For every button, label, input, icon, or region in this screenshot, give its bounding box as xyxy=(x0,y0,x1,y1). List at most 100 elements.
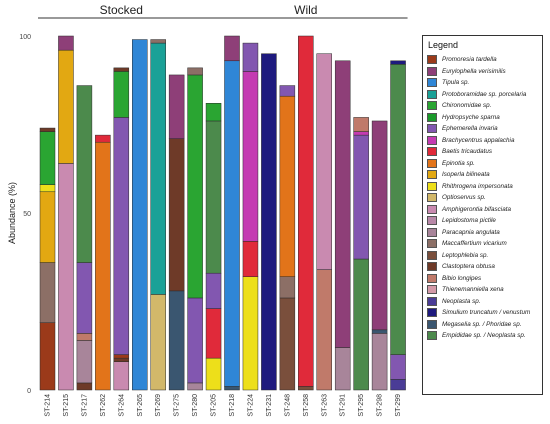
legend-label: Eurylophella verisimilis xyxy=(442,67,506,75)
bar-segment xyxy=(334,60,351,348)
legend-item: Protoboramidae sp. porcelaria xyxy=(427,89,530,101)
y-tick-label: 0 xyxy=(27,388,31,395)
legend-item: Rhithrogena impersonata xyxy=(427,181,530,193)
legend-item: Clastoptera obtusa xyxy=(427,261,530,273)
legend-swatch xyxy=(427,55,437,65)
x-tick-label: ST-262 xyxy=(100,394,107,417)
legend-item: Brachycentrus appalachia xyxy=(427,135,530,147)
bar-segment xyxy=(205,272,222,309)
bar-segment xyxy=(58,35,74,51)
bar-segment xyxy=(316,53,332,270)
bar-segment xyxy=(261,53,277,391)
legend-label: Empididae sp. / Neoplasta sp. xyxy=(442,332,526,340)
bar-segment xyxy=(205,308,222,359)
legend-swatch xyxy=(427,124,437,134)
bar-segment xyxy=(76,333,93,341)
bar-segment xyxy=(242,42,259,72)
bar-segment xyxy=(113,361,130,391)
bar-segment xyxy=(390,379,406,391)
group-label: Wild xyxy=(294,3,317,17)
bar-segment xyxy=(168,290,185,391)
bar-segment xyxy=(371,329,388,334)
bar-segment xyxy=(187,382,203,391)
legend-label: Bibio longipes xyxy=(442,274,482,282)
bar-segment xyxy=(371,333,388,391)
legend-item: Promoresia tardella xyxy=(427,54,530,66)
bar-segment xyxy=(334,347,351,391)
bar-segment xyxy=(76,340,93,384)
bar-segment xyxy=(58,163,74,391)
legend-label: Megaselia sp. / Phoridae sp. xyxy=(442,320,522,328)
bar-segment xyxy=(76,382,93,391)
bar-segment xyxy=(76,262,93,334)
bar-segment xyxy=(39,322,56,391)
legend-item: Neoplasta sp. xyxy=(427,296,530,308)
legend-title: Legend xyxy=(428,40,459,50)
legend-label: Hydropsyche sparna xyxy=(442,113,500,121)
bar-segment xyxy=(39,184,56,193)
bar-segment xyxy=(390,60,406,65)
legend-label: Brachycentrus appalachia xyxy=(442,136,515,144)
legend-swatch xyxy=(427,78,437,88)
bar-segment xyxy=(353,117,369,132)
x-tick-label: ST-217 xyxy=(81,394,88,417)
legend-label: Leptophlebia sp. xyxy=(442,251,489,259)
x-tick-label: ST-205 xyxy=(211,394,218,417)
x-tick-label: ST-264 xyxy=(118,394,125,417)
legend-swatch xyxy=(427,147,437,157)
bar-segment xyxy=(187,74,203,299)
legend-item: Thienemanniella xena xyxy=(427,284,530,296)
legend-swatch xyxy=(427,204,437,214)
bar-segment xyxy=(187,67,203,76)
legend-swatch xyxy=(427,216,437,226)
legend-item: Tipula sp. xyxy=(427,77,530,89)
legend-item: Leptophlebia sp. xyxy=(427,250,530,262)
legend-item: Optioservus sp. xyxy=(427,192,530,204)
legend-label: Chironomidae sp. xyxy=(442,102,492,110)
bar-segment xyxy=(168,138,185,292)
legend-swatch xyxy=(427,181,437,191)
bar-segment xyxy=(353,131,369,136)
legend-label: Protoboramidae sp. porcelaria xyxy=(442,90,527,98)
legend-swatch xyxy=(427,319,437,329)
legend-swatch xyxy=(427,135,437,145)
legend-label: Ephemerella invaria xyxy=(442,125,498,133)
bar-segment xyxy=(279,85,296,97)
legend-item: Ephemerella invaria xyxy=(427,123,530,135)
bar-segment xyxy=(95,134,111,143)
bar-segment xyxy=(168,74,185,139)
bar-segment xyxy=(224,35,240,62)
legend-swatch xyxy=(427,101,437,111)
x-tick-label: ST-214 xyxy=(45,394,52,417)
legend-item: Eurylophella verisimilis xyxy=(427,66,530,78)
bar-segment xyxy=(390,64,406,355)
x-tick-label: ST-291 xyxy=(340,394,347,417)
legend-swatch xyxy=(427,273,437,283)
legend-item: Empididae sp. / Neoplasta sp. xyxy=(427,330,530,342)
bar-segment xyxy=(205,103,222,122)
bar-segment xyxy=(205,120,222,274)
legend-label: Optioservus sp. xyxy=(442,194,486,202)
legend-swatch xyxy=(427,331,437,341)
legend-label: Promoresia tardella xyxy=(442,56,497,64)
bar-segment xyxy=(150,39,166,44)
legend-label: Rhithrogena impersonata xyxy=(442,182,513,190)
x-tick-label: ST-295 xyxy=(358,394,365,417)
x-tick-label: ST-299 xyxy=(395,394,402,417)
bar-segment xyxy=(224,386,240,391)
legend-item: Lepidostoma pictile xyxy=(427,215,530,227)
legend-swatch xyxy=(427,239,437,249)
legend-items: Promoresia tardella Eurylophella verisimi… xyxy=(427,54,530,342)
bar-segment xyxy=(316,269,332,391)
bar-segment xyxy=(242,276,259,391)
legend-label: Clastoptera obtusa xyxy=(442,263,495,271)
bar-segment xyxy=(95,141,111,391)
legend-item: Baetis tricaudatus xyxy=(427,146,530,158)
legend-label: Paracapnia angulata xyxy=(442,228,500,236)
legend-swatch xyxy=(427,308,437,318)
bar-segment xyxy=(279,95,296,277)
legend-label: Epinotia sp. xyxy=(442,159,475,167)
bar-segment xyxy=(39,131,56,185)
bar-segment xyxy=(279,276,296,299)
